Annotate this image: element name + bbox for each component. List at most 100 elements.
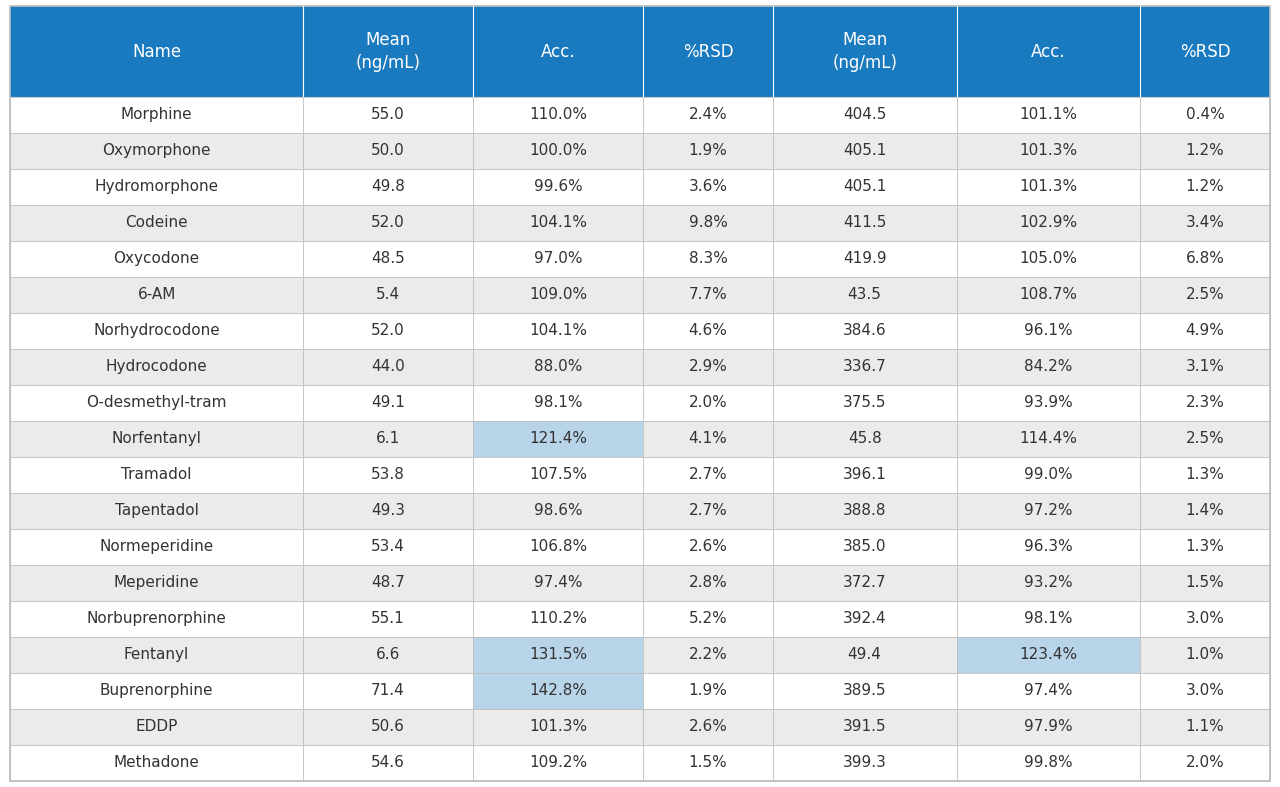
- Text: Hydrocodone: Hydrocodone: [106, 359, 207, 375]
- Text: 50.0: 50.0: [371, 143, 404, 158]
- Bar: [474, 205, 644, 241]
- Text: 405.1: 405.1: [844, 179, 886, 194]
- Bar: [773, 456, 956, 493]
- Text: 107.5%: 107.5%: [530, 467, 588, 482]
- Text: 101.3%: 101.3%: [1019, 179, 1078, 194]
- Text: 3.0%: 3.0%: [1185, 683, 1225, 698]
- Text: 2.4%: 2.4%: [689, 107, 727, 122]
- Bar: [303, 493, 474, 529]
- Bar: [474, 133, 644, 168]
- Text: 98.6%: 98.6%: [534, 503, 582, 519]
- Bar: [1140, 421, 1270, 456]
- Text: 101.3%: 101.3%: [529, 719, 588, 734]
- Text: 6.1: 6.1: [376, 431, 401, 446]
- Text: 84.2%: 84.2%: [1024, 359, 1073, 375]
- Text: 99.8%: 99.8%: [1024, 756, 1073, 770]
- Bar: [644, 6, 773, 97]
- Text: 385.0: 385.0: [844, 539, 887, 554]
- Bar: [10, 421, 303, 456]
- Text: 52.0: 52.0: [371, 323, 404, 338]
- Bar: [303, 168, 474, 205]
- Text: 6.6: 6.6: [376, 647, 401, 662]
- Bar: [1140, 241, 1270, 277]
- Text: 49.1: 49.1: [371, 395, 404, 410]
- Text: 1.5%: 1.5%: [1185, 575, 1225, 590]
- Bar: [773, 565, 956, 600]
- Text: 110.2%: 110.2%: [530, 611, 588, 626]
- Text: Methadone: Methadone: [114, 756, 200, 770]
- Bar: [1140, 709, 1270, 745]
- Text: Meperidine: Meperidine: [114, 575, 200, 590]
- Bar: [956, 673, 1140, 709]
- Text: 388.8: 388.8: [844, 503, 887, 519]
- Bar: [956, 565, 1140, 600]
- Text: Norbuprenorphine: Norbuprenorphine: [87, 611, 227, 626]
- Text: 372.7: 372.7: [844, 575, 887, 590]
- Text: Norfentanyl: Norfentanyl: [111, 431, 201, 446]
- Text: 48.5: 48.5: [371, 251, 404, 266]
- Bar: [956, 709, 1140, 745]
- Text: Normeperidine: Normeperidine: [100, 539, 214, 554]
- Text: 5.4: 5.4: [376, 287, 401, 302]
- Bar: [474, 709, 644, 745]
- Bar: [956, 168, 1140, 205]
- Text: 1.9%: 1.9%: [689, 683, 727, 698]
- Text: 391.5: 391.5: [842, 719, 887, 734]
- Text: 0.4%: 0.4%: [1185, 107, 1225, 122]
- Text: 97.2%: 97.2%: [1024, 503, 1073, 519]
- Text: 2.9%: 2.9%: [689, 359, 727, 375]
- Text: 44.0: 44.0: [371, 359, 404, 375]
- Text: 3.1%: 3.1%: [1185, 359, 1225, 375]
- Bar: [773, 168, 956, 205]
- Text: 2.5%: 2.5%: [1185, 431, 1225, 446]
- Bar: [303, 241, 474, 277]
- Text: 101.3%: 101.3%: [1019, 143, 1078, 158]
- Bar: [1140, 673, 1270, 709]
- Bar: [956, 277, 1140, 312]
- Text: 96.1%: 96.1%: [1024, 323, 1073, 338]
- Bar: [474, 456, 644, 493]
- Text: 104.1%: 104.1%: [530, 323, 588, 338]
- Bar: [773, 493, 956, 529]
- Text: 109.2%: 109.2%: [529, 756, 588, 770]
- Bar: [1140, 745, 1270, 781]
- Text: 96.3%: 96.3%: [1024, 539, 1073, 554]
- Bar: [303, 600, 474, 637]
- Text: 2.0%: 2.0%: [689, 395, 727, 410]
- Text: 45.8: 45.8: [847, 431, 882, 446]
- Bar: [10, 385, 303, 421]
- Bar: [773, 277, 956, 312]
- Text: 6-AM: 6-AM: [137, 287, 175, 302]
- Bar: [1140, 456, 1270, 493]
- Bar: [773, 637, 956, 673]
- Bar: [773, 745, 956, 781]
- Bar: [474, 493, 644, 529]
- Text: 99.0%: 99.0%: [1024, 467, 1073, 482]
- Text: 3.0%: 3.0%: [1185, 611, 1225, 626]
- Text: 43.5: 43.5: [847, 287, 882, 302]
- Bar: [474, 6, 644, 97]
- Text: 102.9%: 102.9%: [1019, 216, 1078, 231]
- Text: 2.0%: 2.0%: [1185, 756, 1225, 770]
- Bar: [773, 349, 956, 385]
- Bar: [10, 205, 303, 241]
- Text: 121.4%: 121.4%: [530, 431, 588, 446]
- Text: 2.6%: 2.6%: [689, 539, 727, 554]
- Bar: [1140, 277, 1270, 312]
- Bar: [474, 277, 644, 312]
- Bar: [1140, 205, 1270, 241]
- Bar: [10, 133, 303, 168]
- Bar: [956, 493, 1140, 529]
- Text: 3.4%: 3.4%: [1185, 216, 1225, 231]
- Text: 55.0: 55.0: [371, 107, 404, 122]
- Text: Oxycodone: Oxycodone: [114, 251, 200, 266]
- Bar: [773, 673, 956, 709]
- Text: Acc.: Acc.: [541, 42, 576, 61]
- Bar: [773, 421, 956, 456]
- Text: 98.1%: 98.1%: [1024, 611, 1073, 626]
- Bar: [1140, 6, 1270, 97]
- Bar: [956, 241, 1140, 277]
- Bar: [10, 565, 303, 600]
- Text: 5.2%: 5.2%: [689, 611, 727, 626]
- Text: 384.6: 384.6: [842, 323, 887, 338]
